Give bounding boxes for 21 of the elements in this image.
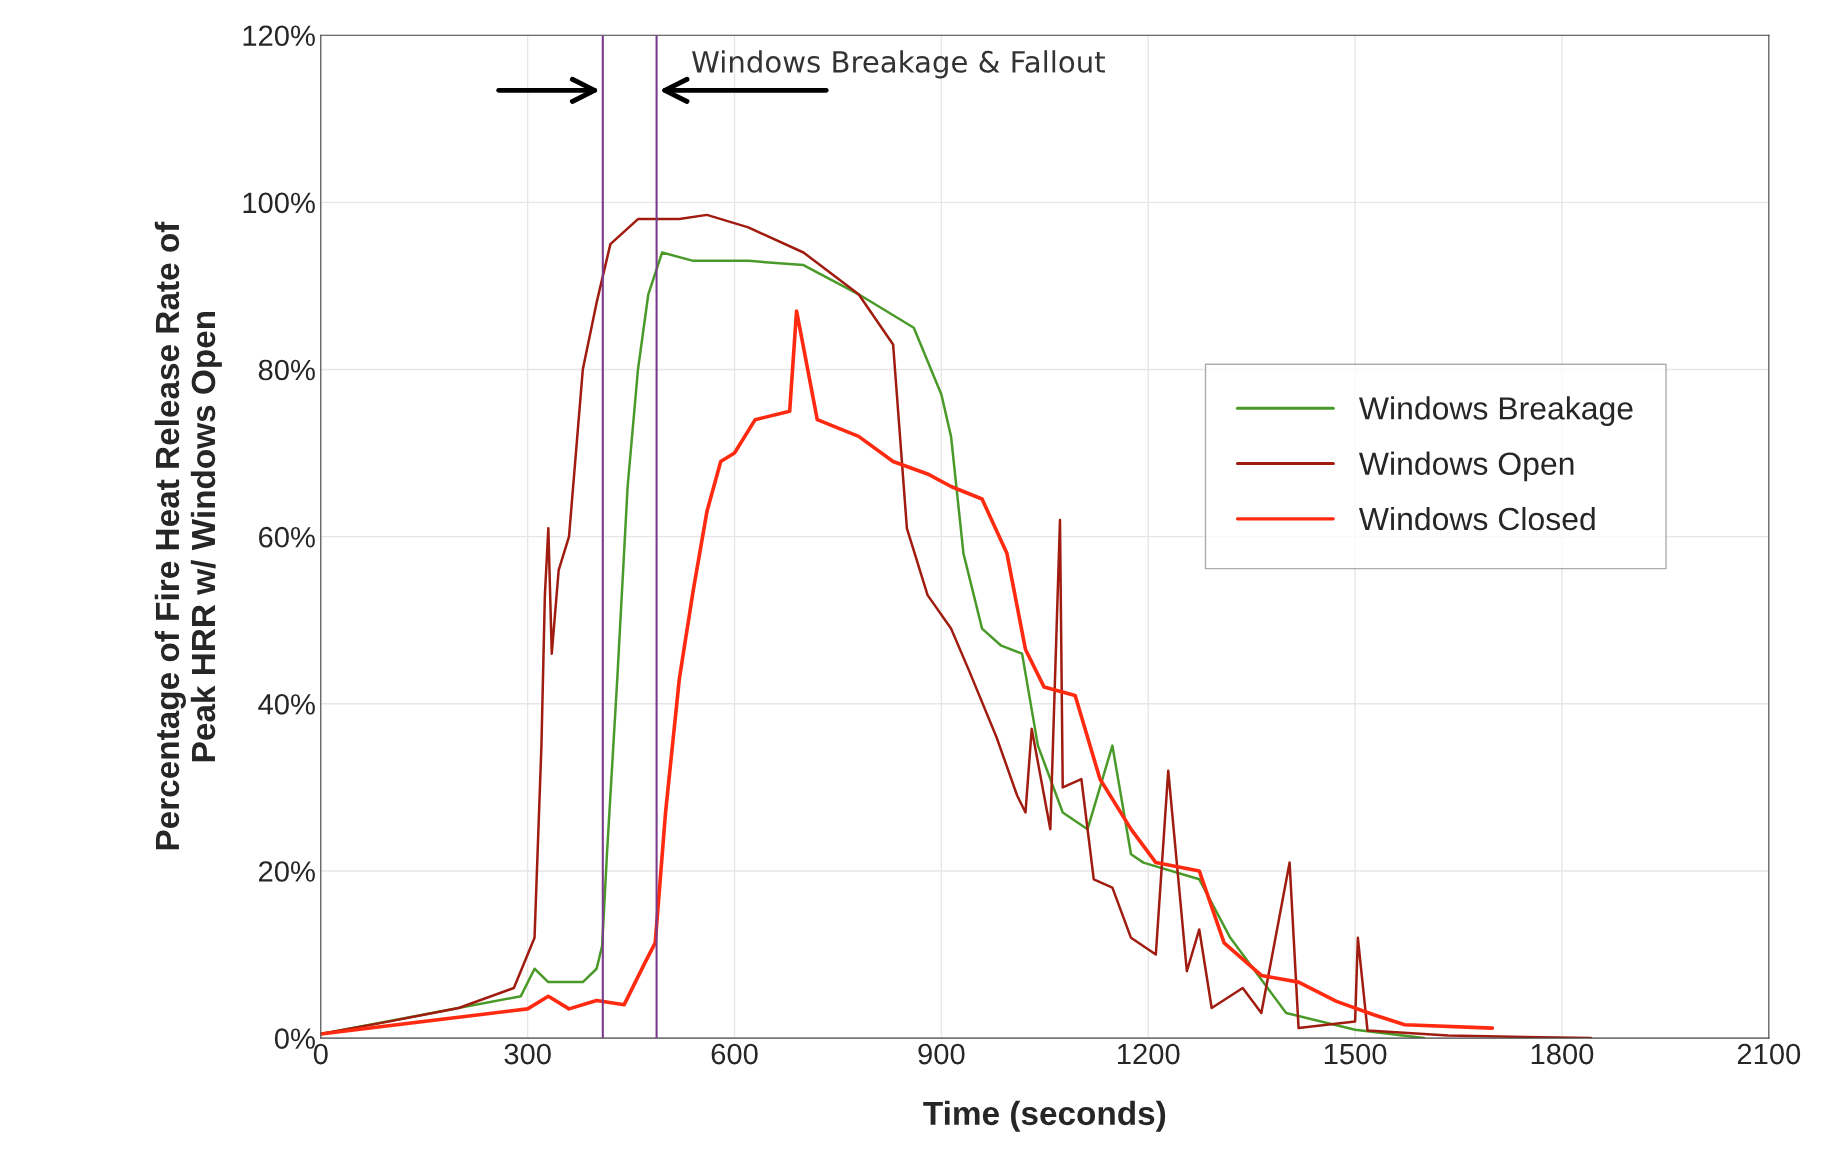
y-tick-label: 100% — [243, 192, 315, 214]
legend-label: Windows Open — [1358, 451, 1574, 482]
x-tick-label: 2100 — [1737, 1043, 1801, 1065]
y-tick-label: 80% — [258, 359, 315, 381]
x-tick-label: 0 — [313, 1043, 328, 1065]
y-tick-label: 120% — [243, 25, 315, 47]
x-axis-title: Time (seconds) — [923, 1100, 1166, 1132]
annotation: Windows Breakage & Fallout — [692, 50, 1105, 79]
y-tick-label: 20% — [259, 861, 315, 882]
x-tick-label: 1200 — [1118, 1043, 1180, 1065]
y-axis-title: Percentage of Fire Heat Release Rate of Peak HRR w/ Windows Open — [154, 221, 222, 850]
x-tick-label: 300 — [504, 1043, 551, 1065]
legend-label: Windows Closed — [1358, 506, 1595, 531]
x-tick-label: 1500 — [1324, 1043, 1387, 1065]
x-tick-label: 600 — [711, 1043, 758, 1065]
y-tick-label: 0% — [274, 1028, 315, 1049]
y-tick-label: 60% — [259, 526, 315, 548]
x-tick-label: 900 — [918, 1043, 965, 1065]
x-tick-label: 1800 — [1531, 1043, 1594, 1065]
legend-label: Windows Breakage — [1358, 396, 1633, 426]
y-tick-label: 40% — [258, 694, 315, 715]
